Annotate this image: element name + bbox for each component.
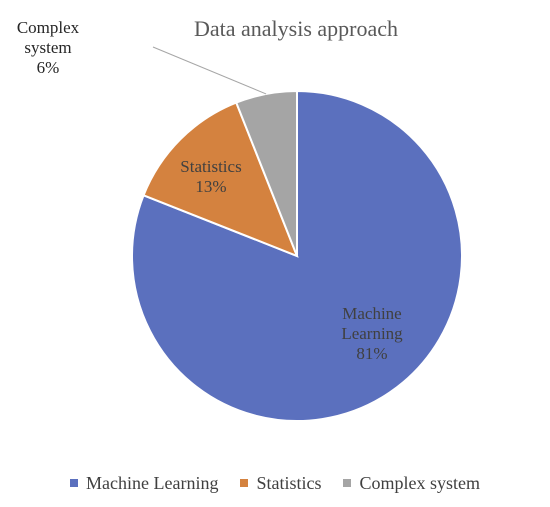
data-label-statistics: Statistics 13% (180, 157, 241, 196)
legend-item-machine-learning: Machine Learning (70, 473, 218, 494)
data-label-complex-system: Complex system 6% (17, 18, 80, 77)
legend: Machine Learning Statistics Complex syst… (0, 470, 550, 496)
legend-label: Statistics (256, 472, 322, 493)
legend-item-statistics: Statistics (240, 473, 321, 494)
legend-item-complex-system: Complex system (343, 473, 480, 494)
pie-slices (131, 89, 463, 422)
legend-swatch (70, 479, 79, 487)
legend-label: Complex system (359, 472, 480, 493)
pie-slice-machine-learning (131, 89, 463, 422)
slice-labels: Machine Learning 81% Statistics 13% Complex sy… (17, 18, 403, 363)
leader-line (152, 46, 267, 95)
chart-title: Data analysis approach (194, 16, 398, 41)
legend-swatch (240, 479, 249, 487)
legend-label: Machine Learning (86, 472, 219, 493)
legend-swatch (343, 479, 352, 487)
data-label-machine-learning: Machine Learning 81% (341, 304, 403, 363)
pie-slice-statistics (142, 101, 299, 258)
